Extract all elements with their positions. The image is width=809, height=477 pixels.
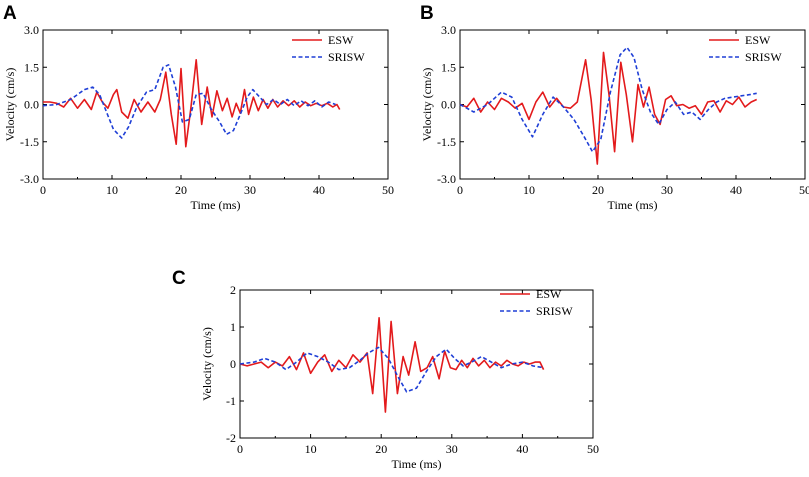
x-tick-label: 0: [457, 183, 463, 197]
x-tick-label: 30: [446, 442, 458, 456]
x-tick-label: 30: [244, 183, 256, 197]
x-tick-label: 20: [375, 442, 387, 456]
chart-panel-b: B 0 10 20 30 40 50 -3.0 -1.5 0.0 1.5 3.0 Time (ms) Ve…: [420, 3, 809, 212]
series-line-esw: [239, 317, 545, 413]
y-tick-label: 3.0: [441, 23, 456, 37]
y-tick-label: -3.0: [20, 172, 39, 186]
x-axis-title: Time (ms): [392, 457, 442, 471]
x-tick-label: 0: [237, 442, 243, 456]
panel-letter: B: [420, 3, 434, 24]
x-axis-title: Time (ms): [608, 198, 658, 212]
y-axis-title: Velocity (cm/s): [3, 68, 17, 142]
x-tick-label: 20: [592, 183, 604, 197]
x-tick-label: 20: [175, 183, 187, 197]
chart-panel-a: A 0 10 20 30 40 50 -3.0 -1.5 0.0 1.5 3.0 Time (ms) Ve…: [3, 3, 394, 212]
panel-letter: C: [172, 268, 186, 289]
series-line-esw: [43, 59, 341, 148]
x-tick-label: 50: [382, 183, 394, 197]
y-tick-label: 0: [230, 357, 236, 371]
legend-label-srisw: SRISW: [745, 50, 782, 64]
x-tick-label: 0: [40, 183, 46, 197]
y-tick-label: 1.5: [441, 60, 456, 74]
y-tick-label: -1.5: [437, 135, 456, 149]
y-tick-label: -1: [226, 394, 236, 408]
y-tick-label: 3.0: [24, 23, 39, 37]
y-tick-label: 1.5: [24, 60, 39, 74]
x-axis-title: Time (ms): [191, 198, 241, 212]
y-tick-label: 2: [230, 283, 236, 297]
series-line-srisw: [459, 46, 757, 153]
x-tick-label: 30: [661, 183, 673, 197]
x-tick-label: 10: [305, 442, 317, 456]
legend-label-srisw: SRISW: [536, 304, 573, 318]
series-line-srisw: [239, 346, 544, 393]
y-tick-label: -2: [226, 431, 236, 445]
series-line-esw: [459, 51, 758, 165]
y-tick-label: 0.0: [24, 98, 39, 112]
legend-label-srisw: SRISW: [328, 50, 365, 64]
y-tick-label: 1: [230, 320, 236, 334]
y-tick-label: -1.5: [20, 135, 39, 149]
panel-letter: A: [3, 3, 17, 24]
y-tick-label: 0.0: [441, 98, 456, 112]
y-axis-title: Velocity (cm/s): [200, 327, 214, 401]
legend-label-esw: ESW: [745, 33, 771, 47]
x-tick-label: 10: [106, 183, 118, 197]
x-tick-label: 40: [516, 442, 528, 456]
x-tick-label: 40: [313, 183, 325, 197]
x-tick-label: 40: [730, 183, 742, 197]
x-tick-label: 50: [587, 442, 599, 456]
legend-label-esw: ESW: [536, 287, 562, 301]
y-axis-title: Velocity (cm/s): [420, 68, 434, 142]
y-tick-label: -3.0: [437, 172, 456, 186]
chart-panel-c: C 0 10 20 30 40 50 -2 -1 0 1 2 Time (ms) Velocity (cm…: [172, 268, 599, 471]
x-tick-label: 50: [799, 183, 809, 197]
legend-label-esw: ESW: [328, 33, 354, 47]
x-tick-label: 10: [523, 183, 535, 197]
series-line-srisw: [42, 64, 336, 139]
